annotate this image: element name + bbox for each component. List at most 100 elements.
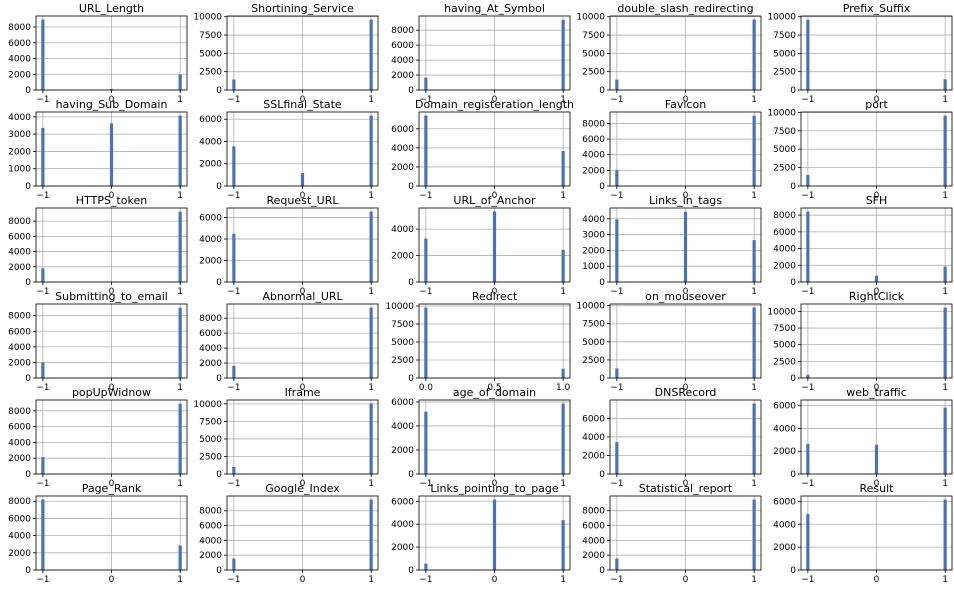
subplot-title: having_At_Symbol [444,2,545,15]
y-tick-label: 2000 [391,252,414,262]
y-tick-label: 7500 [199,31,222,41]
subplot-web-traffic: −1 0 1 0 2000 4000 6000 web_traffic [773,386,953,489]
bar [874,275,879,282]
y-tick-label: 8000 [391,26,414,36]
bar [300,173,305,186]
bar [561,249,565,282]
bar [561,19,565,90]
x-tick-label: 1 [751,95,757,105]
x-tick-label: 0 [492,95,498,105]
y-tick-label: 2000 [773,261,796,271]
y-tick-label: 2000 [8,70,31,80]
y-tick-label: 4000 [582,151,605,161]
x-tick-label: 0 [109,95,115,105]
x-tick-label: 1 [368,383,374,393]
y-tick-label: 6000 [8,39,31,49]
x-tick-label: 0 [683,191,689,201]
y-tick-label: 8000 [8,407,31,417]
bar [424,307,428,378]
subplot-title: HTTPS_token [76,194,147,207]
y-tick-label: 0 [408,278,414,288]
y-tick-label: 10000 [767,13,796,23]
subplot-title: SFH [866,194,888,207]
subplot-title: Abnormal_URL [262,290,343,303]
y-tick-label: 6000 [8,423,31,433]
x-tick-label: 0 [109,383,115,393]
x-tick-label: 0 [492,479,498,489]
x-tick-label: −1 [610,287,623,297]
bar [178,307,182,378]
subplot-title: Links_pointing_to_page [430,482,559,495]
y-tick-label: 0 [408,566,414,576]
subplot-title: age_of_domain [453,386,536,399]
y-tick-label: 2000 [582,246,605,256]
x-tick-label: −1 [801,191,814,201]
y-tick-label: 5000 [199,435,222,445]
x-tick-label: −1 [227,479,240,489]
y-tick-label: 2000 [391,71,414,81]
bar [41,19,45,90]
x-tick-label: 1 [177,575,183,585]
y-tick-label: 0 [408,86,414,96]
y-tick-label: 0 [25,278,31,288]
subplot-title: Submitting_to_email [55,290,168,303]
subplot-title: Request_URL [266,194,339,207]
x-tick-label: 0 [109,575,115,585]
subplot-google-index: −1 0 1 0 2000 4000 6000 8000 Google_Index [199,482,379,585]
y-tick-label: 5000 [773,145,796,155]
y-tick-label: 10000 [576,302,605,312]
subplot-having-at-symbol: −1 0 1 0 2000 4000 6000 8000 having_At_Symbol [391,2,571,105]
y-tick-label: 6000 [8,232,31,242]
x-tick-label: 0 [683,575,689,585]
subplot-url-length: −1 0 1 0 2000 4000 6000 8000 URL_Length [8,2,188,105]
y-tick-label: 0 [790,374,796,384]
y-tick-label: 2000 [391,446,414,456]
x-tick-label: −1 [801,95,814,105]
subplot-title: Result [860,482,895,495]
y-tick-label: 5000 [773,49,796,59]
y-tick-label: 0 [599,374,605,384]
x-tick-label: 1 [560,287,566,297]
bar [752,240,756,282]
y-tick-label: 4000 [8,55,31,65]
y-tick-label: 6000 [773,228,796,238]
subplot-title: URL_of_Anchor [453,194,536,207]
x-tick-label: −1 [419,191,432,201]
x-tick-label: 1 [177,383,183,393]
y-tick-label: 3000 [582,231,605,241]
x-tick-label: 0 [683,383,689,393]
x-tick-label: −1 [227,95,240,105]
subplot-title: Statistical_report [639,482,733,495]
subplot-title: Shortining_Service [251,2,354,15]
x-tick-label: 0 [874,479,880,489]
y-tick-label: 8000 [8,217,31,227]
x-tick-label: −1 [36,383,49,393]
bar [492,211,497,282]
bar [178,545,182,570]
bar [943,307,947,378]
bar [561,368,565,378]
x-tick-label: 0 [492,575,498,585]
bar [492,499,497,570]
y-tick-label: 2000 [391,543,414,553]
y-tick-label: 0 [216,374,222,384]
y-tick-label: 8000 [199,507,222,517]
y-tick-label: 7500 [391,320,414,330]
y-tick-label: 6000 [391,41,414,51]
subplot-dnsrecord: −1 0 1 0 2000 4000 6000 DNSRecord [582,386,762,489]
y-tick-label: 0 [216,278,222,288]
y-tick-label: 2500 [773,68,796,78]
x-tick-label: −1 [610,575,623,585]
subplot-title: Google_Index [265,482,340,495]
bar [232,558,236,570]
x-tick-label: 1 [368,287,374,297]
bar [615,558,619,570]
y-tick-label: 6000 [582,135,605,145]
bar [615,169,619,186]
y-tick-label: 6000 [773,402,796,412]
y-tick-label: 6000 [582,522,605,532]
y-tick-label: 0 [25,470,31,480]
bar [561,403,565,474]
subplot-links-pointing-to-page: −1 0 1 0 2000 4000 6000 Links_pointing_to_page [391,482,571,585]
y-tick-label: 4000 [773,245,796,255]
